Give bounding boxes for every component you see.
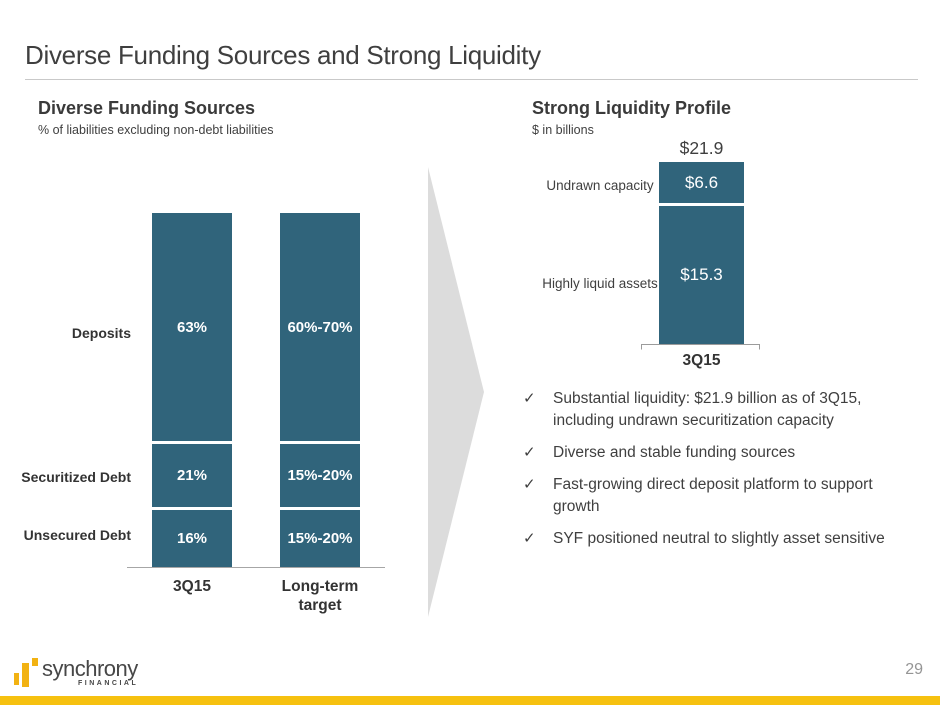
bar-segment-undrawn-capacity: $6.6 (659, 162, 744, 203)
list-item: ✓ SYF positioned neutral to slightly ass… (523, 528, 915, 550)
synchrony-logo: synchrony FINANCIAL (14, 654, 194, 692)
liquidity-total-label: $21.9 (679, 138, 724, 158)
bullet-text: SYF positioned neutral to slightly asset… (553, 530, 885, 547)
x-tick-3q15: 3Q15 (682, 352, 721, 369)
footer-accent-bar (0, 696, 940, 705)
liquidity-bar-3q15: $6.6 $15.3 (659, 162, 744, 344)
right-chart-axis-bracket (641, 344, 760, 350)
bullet-text: Diverse and stable funding sources (553, 444, 796, 461)
page-title: Diverse Funding Sources and Strong Liqui… (25, 40, 541, 70)
bar-segment-unsecured-debt: 15%-20% (280, 510, 360, 567)
bar-segment-securitized-debt: 15%-20% (280, 444, 360, 507)
left-chart-x-axis (127, 567, 385, 568)
transition-arrow-icon (428, 167, 484, 617)
bar-segment-deposits: 63% (152, 213, 232, 441)
list-item: ✓ Substantial liquidity: $21.9 billion a… (523, 388, 915, 432)
brand-name: synchrony (42, 656, 138, 681)
bar-segment-deposits: 60%-70% (280, 213, 360, 441)
segment-value: $6.6 (684, 172, 719, 192)
left-chart-subtitle: % of liabilities excluding non-debt liab… (38, 123, 274, 137)
title-divider (25, 79, 918, 80)
list-item: ✓ Diverse and stable funding sources (523, 442, 915, 464)
brand-subname: FINANCIAL (78, 680, 139, 687)
bullet-text: Substantial liquidity: $21.9 billion as … (553, 390, 862, 429)
funding-bar-long-term-target: 60%-70% 15%-20% 15%-20% (280, 213, 360, 567)
segment-value: 63% (176, 318, 208, 336)
right-chart-subtitle: $ in billions (532, 123, 594, 137)
bullet-text: Fast-growing direct deposit platform to … (553, 476, 873, 515)
right-chart-title: Strong Liquidity Profile (532, 98, 731, 118)
x-tick-long-term-target: Long-term target (281, 578, 359, 615)
page-number: 29 (905, 661, 923, 678)
left-chart-title: Diverse Funding Sources (38, 98, 256, 118)
series-label-highly-liquid-assets: Highly liquid assets (542, 276, 658, 291)
series-label-unsecured-debt: Unsecured Debt (23, 527, 131, 543)
series-label-undrawn-capacity: Undrawn capacity (546, 178, 654, 193)
segment-value: 15%-20% (287, 467, 353, 484)
bar-segment-highly-liquid-assets: $15.3 (659, 206, 744, 344)
funding-bar-3q15: 63% 21% 16% (152, 213, 232, 567)
series-label-deposits: Deposits (71, 325, 131, 341)
key-points-list: ✓ Substantial liquidity: $21.9 billion a… (523, 388, 915, 560)
check-icon: ✓ (523, 390, 536, 407)
check-icon: ✓ (523, 476, 536, 493)
list-item: ✓ Fast-growing direct deposit platform t… (523, 474, 915, 518)
segment-value: 21% (176, 467, 208, 484)
synchrony-bars-icon (14, 658, 38, 688)
segment-value: 16% (176, 530, 208, 547)
bar-segment-unsecured-debt: 16% (152, 510, 232, 567)
segment-value: 60%-70% (287, 318, 353, 336)
segment-value: 15%-20% (287, 530, 353, 547)
check-icon: ✓ (523, 530, 536, 547)
segment-value: $15.3 (680, 265, 723, 284)
bar-segment-securitized-debt: 21% (152, 444, 232, 507)
x-tick-3q15: 3Q15 (173, 578, 211, 595)
series-label-securitized-debt: Securitized Debt (21, 469, 131, 485)
check-icon: ✓ (523, 444, 536, 461)
